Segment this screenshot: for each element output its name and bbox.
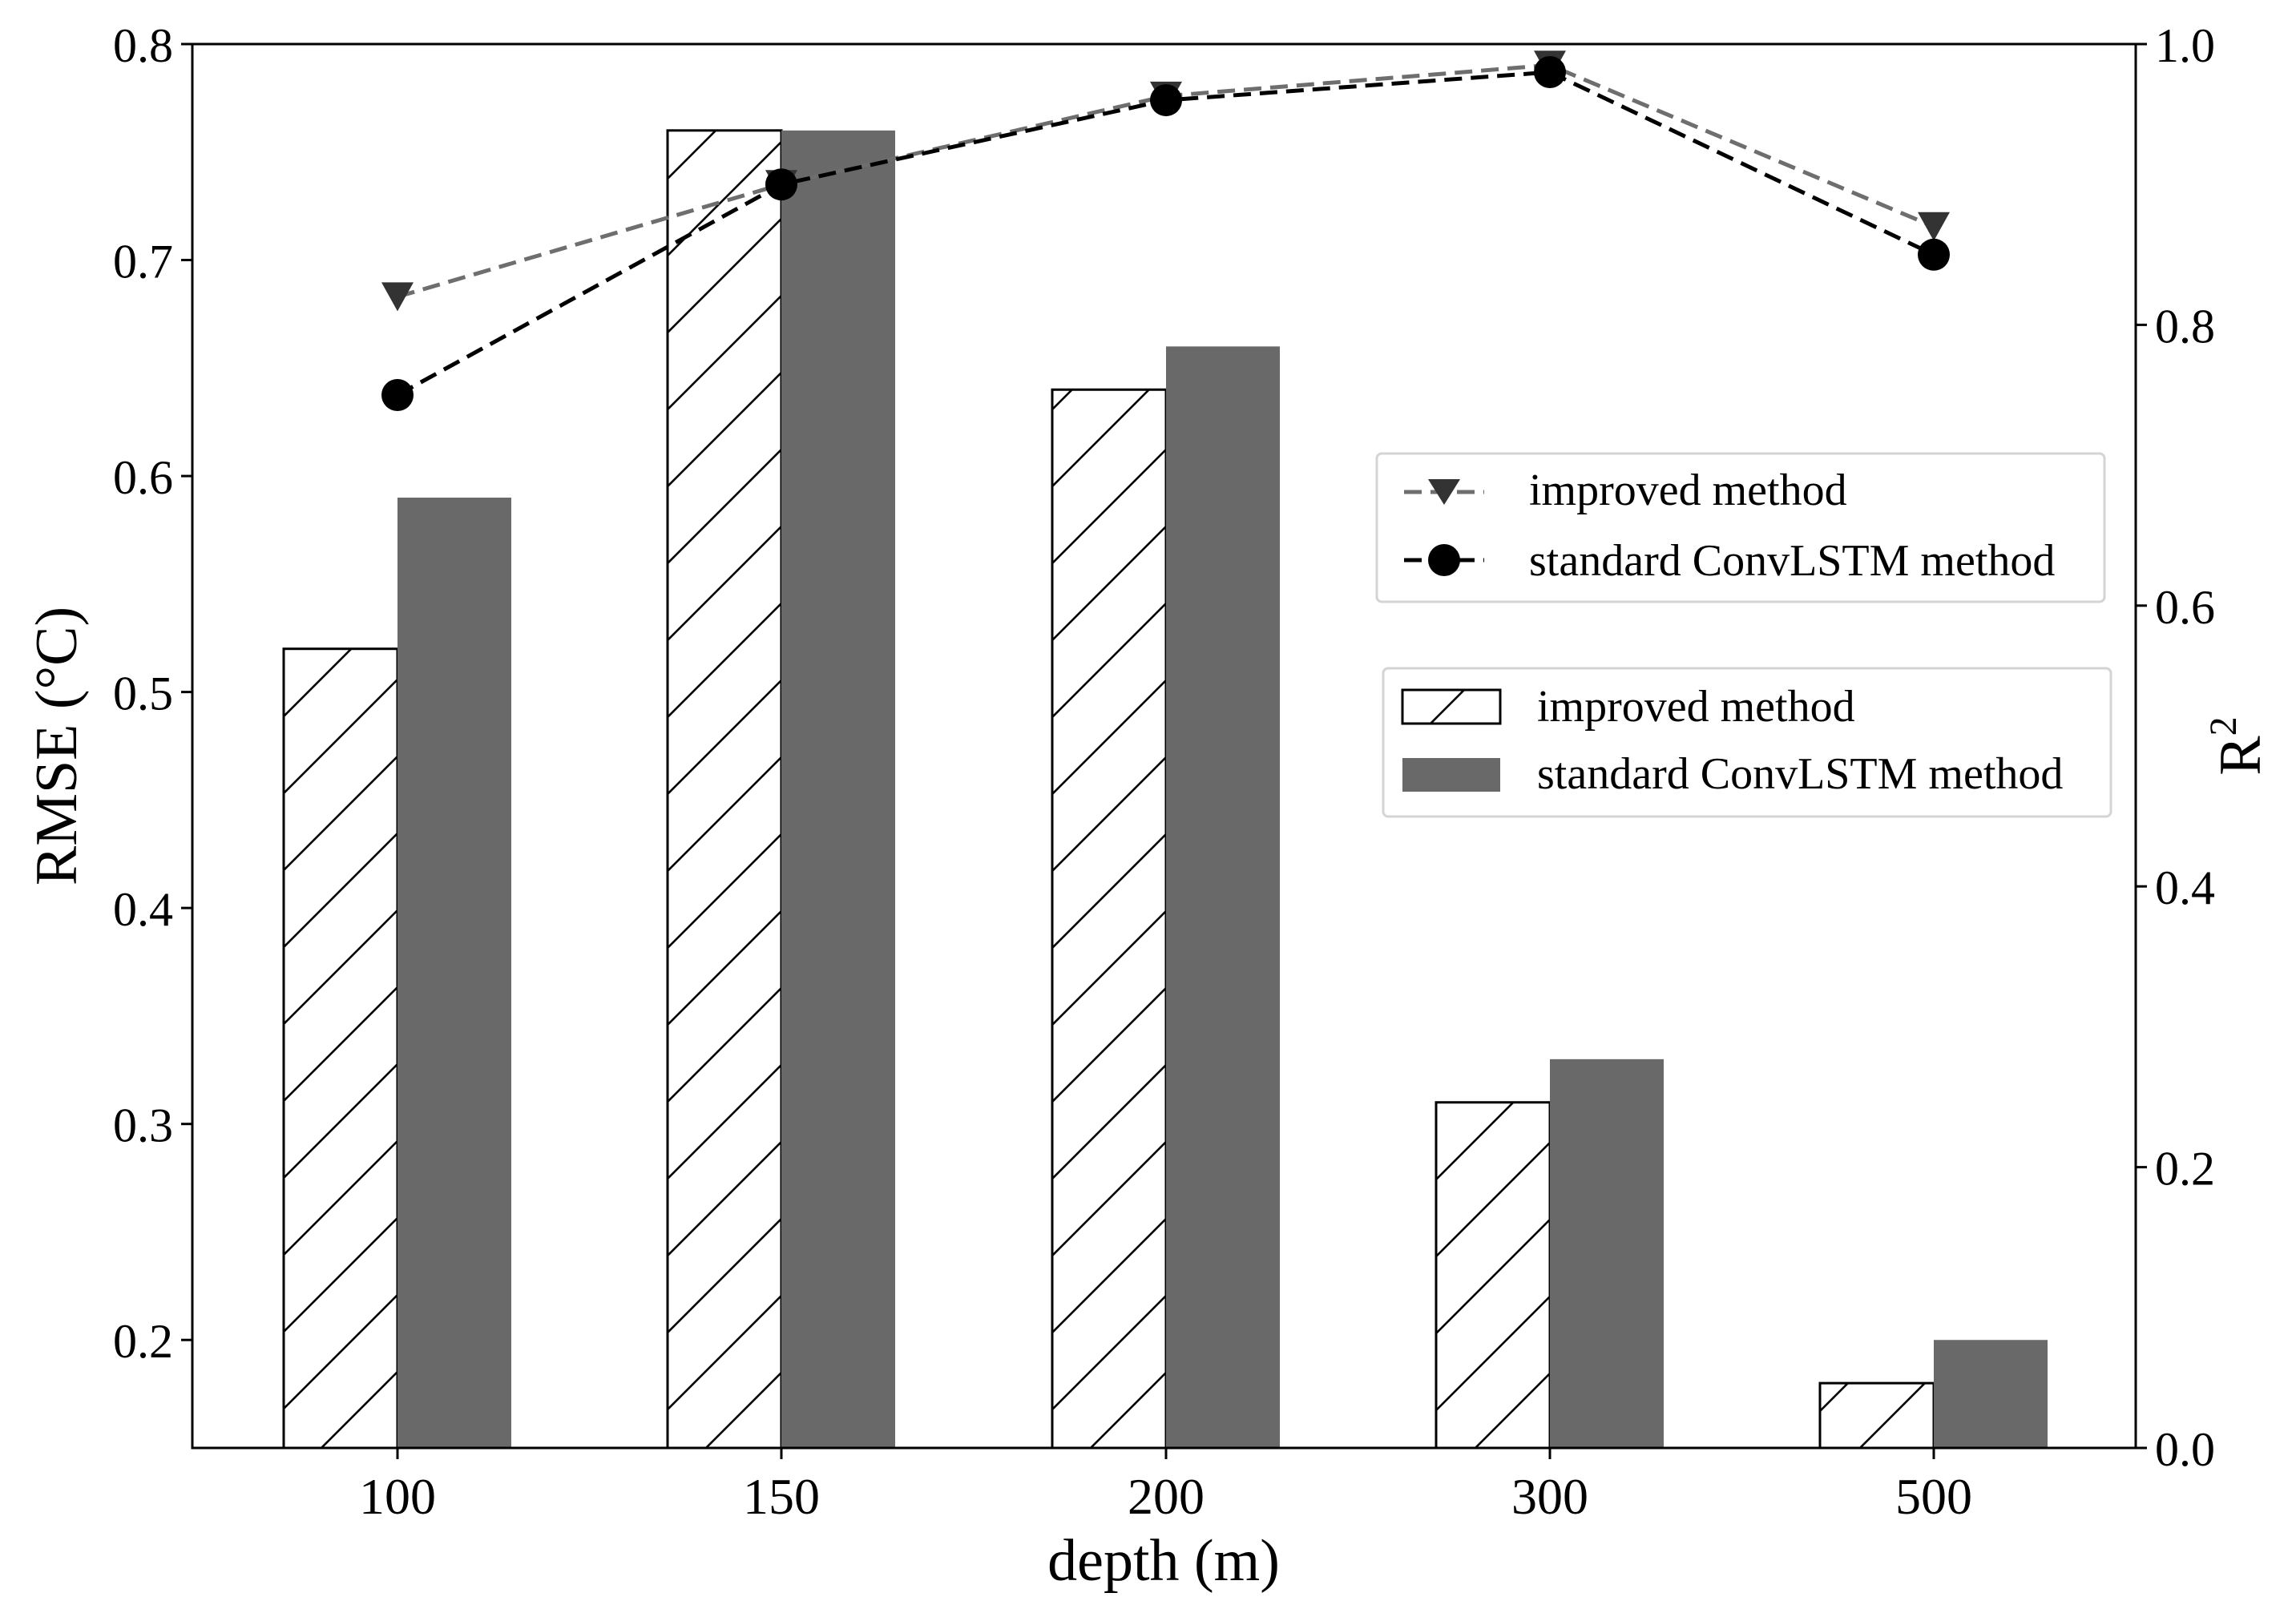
bar-improved-200 — [1051, 388, 1168, 1450]
left-tick-label: 0.8 — [113, 19, 173, 72]
right-tick-label: 0.4 — [2155, 861, 2215, 914]
bar-standard-100 — [397, 498, 511, 1448]
line-standard — [396, 70, 1935, 397]
lines-layer — [381, 50, 1950, 411]
bar-standard-500 — [1934, 1340, 2048, 1448]
right-tick-label: 0.6 — [2155, 581, 2215, 634]
marker-standard-150 — [765, 168, 797, 201]
bar-improved-500 — [1818, 1381, 1935, 1450]
bar-standard-200 — [1166, 346, 1280, 1448]
legend-circle-marker — [1428, 544, 1460, 576]
right-tick-label: 0.2 — [2155, 1143, 2215, 1196]
left-tick-label: 0.6 — [113, 451, 173, 504]
x-tick-label: 100 — [359, 1468, 436, 1525]
bar-standard-150 — [781, 130, 895, 1448]
line-legend-frame — [1375, 452, 2106, 603]
left-axis-ticks: 0.2 0.3 0.4 0.5 0.6 0.7 0.8 — [113, 19, 192, 1368]
bar-improved-100 — [282, 647, 399, 1450]
x-tick-label: 150 — [743, 1468, 820, 1525]
plot-frame — [191, 42, 2137, 1450]
right-axis-label-sup: 2 — [2202, 716, 2245, 736]
x-tick-label: 200 — [1128, 1468, 1204, 1525]
legend-hatched-swatch — [1401, 688, 1502, 725]
marker-standard-100 — [381, 379, 414, 411]
bar-legend-frame — [1382, 667, 2112, 818]
left-tick-label: 0.2 — [113, 1315, 173, 1368]
legend-bar-standard-label: standard ConvLSTM method — [1537, 749, 2063, 799]
bar-improved-300 — [1434, 1101, 1552, 1450]
x-axis-label: depth (m) — [1047, 1528, 1280, 1594]
marker-standard-300 — [1534, 56, 1566, 89]
legend-solid-swatch — [1402, 758, 1500, 792]
bars-layer — [282, 129, 2048, 1450]
right-axis-label: R2 — [2202, 716, 2274, 775]
marker-standard-500 — [1918, 238, 1950, 271]
left-tick-label: 0.3 — [113, 1099, 173, 1152]
legend-triangle-marker — [1428, 479, 1460, 505]
right-tick-label: 0.0 — [2155, 1423, 2215, 1476]
legend-line-standard-label: standard ConvLSTM method — [1529, 536, 2055, 586]
left-tick-label: 0.7 — [113, 236, 173, 288]
legend-line-improved-label: improved method — [1529, 466, 1847, 515]
right-axis-ticks: 0.0 0.2 0.4 0.6 0.8 1.0 — [2136, 19, 2215, 1476]
marker-improved-100 — [381, 282, 414, 312]
x-axis-ticks: 100 150 200 300 500 — [359, 1448, 1972, 1525]
x-tick-label: 300 — [1511, 1468, 1588, 1525]
right-axis-label-base: R — [2208, 736, 2274, 776]
right-tick-label: 1.0 — [2155, 19, 2215, 72]
left-tick-label: 0.5 — [113, 667, 173, 720]
left-axis-label: RMSE (°C) — [24, 607, 90, 885]
right-tick-label: 0.8 — [2155, 300, 2215, 353]
bar-improved-150 — [666, 129, 783, 1450]
legend-bar-improved-label: improved method — [1537, 682, 1855, 732]
marker-improved-500 — [1918, 212, 1950, 241]
bar-standard-300 — [1550, 1059, 1664, 1448]
bar-legend: improved method standard ConvLSTM method — [1382, 667, 2112, 818]
left-tick-label: 0.4 — [113, 883, 173, 936]
marker-standard-200 — [1150, 84, 1182, 117]
x-tick-label: 500 — [1895, 1468, 1972, 1525]
line-legend: improved method standard ConvLSTM method — [1375, 452, 2106, 603]
